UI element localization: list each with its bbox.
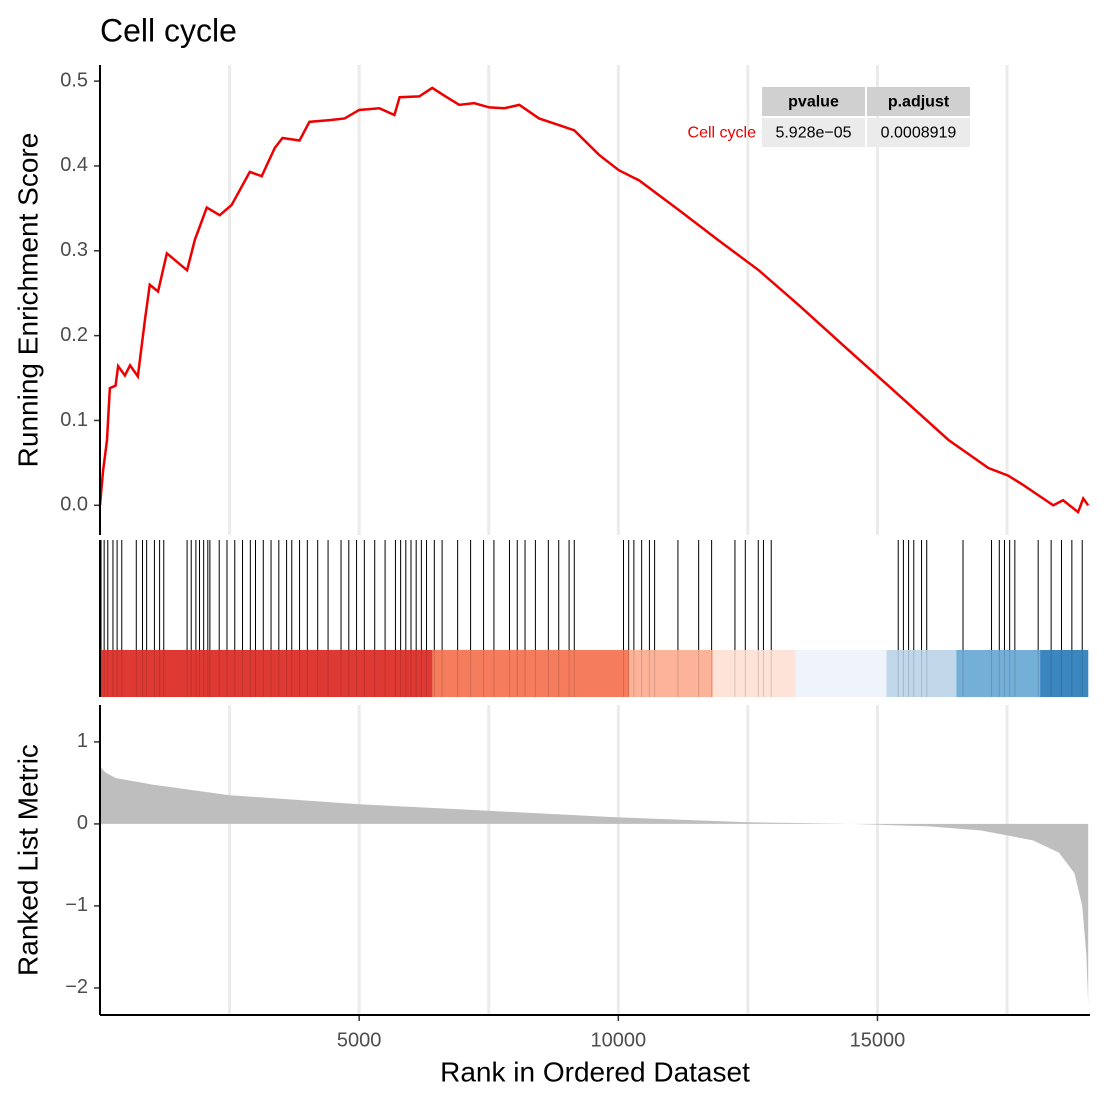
color-band-overlay [432, 650, 630, 697]
color-band-overlay [1040, 650, 1089, 697]
metric-area [100, 766, 1089, 1005]
color-band-overlay [100, 650, 433, 697]
table-header-cell [762, 87, 865, 116]
y-tick-label: 0.1 [60, 409, 88, 431]
color-band-overlay [629, 650, 713, 697]
table-cell [762, 118, 865, 147]
y-tick-label: 0.4 [60, 154, 88, 176]
color-band-overlay [795, 650, 887, 697]
color-band-overlay [886, 650, 957, 697]
y2-axis-label: Ranked List Metric [12, 744, 43, 976]
table-header: p.adjust [888, 94, 950, 111]
y2-tick-label: 1 [77, 730, 88, 752]
table-row-label: Cell cycle [688, 125, 757, 142]
x-tick-label: 5000 [337, 1029, 382, 1051]
y-tick-label: 0.3 [60, 239, 88, 261]
table-value: 0.0008919 [881, 125, 957, 142]
color-band-overlay [956, 650, 1041, 697]
chart-title: Cell cycle [100, 12, 237, 48]
y2-tick-label: −1 [65, 894, 88, 916]
y-axis-label: Running Enrichment Score [12, 133, 43, 468]
x-tick-label: 15000 [850, 1029, 906, 1051]
table-cell [867, 118, 970, 147]
table-header: pvalue [788, 94, 839, 111]
x-axis-label: Rank in Ordered Dataset [440, 1056, 750, 1087]
color-band-overlay [712, 650, 796, 697]
table-header-cell [867, 87, 970, 116]
y-tick-label: 0.0 [60, 494, 88, 516]
y-tick-label: 0.2 [60, 324, 88, 346]
es-line [98, 86, 1090, 515]
y-tick-label: 0.5 [60, 69, 88, 91]
y2-tick-label: −2 [65, 976, 88, 998]
x-tick-label: 10000 [591, 1029, 647, 1051]
table-value: 5.928e−05 [775, 125, 851, 142]
y2-tick-label: 0 [77, 812, 88, 834]
